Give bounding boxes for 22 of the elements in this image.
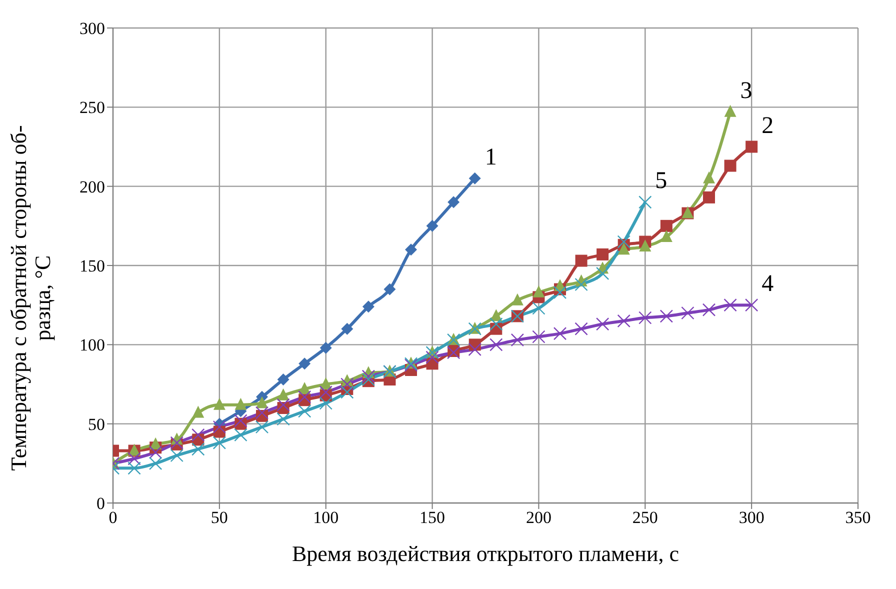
- x-tick-label: 350: [845, 508, 871, 528]
- series-label: 5: [655, 168, 668, 194]
- y-tick-label: 200: [80, 177, 105, 196]
- x-tick-label: 250: [632, 508, 658, 528]
- x-tick-label: 200: [526, 508, 552, 528]
- y-tick-label: 250: [80, 98, 105, 118]
- series-label: 2: [762, 112, 774, 139]
- y-tick-label: 150: [80, 256, 105, 276]
- y-axis-title: Температура с обратной стороны об- разца, °С: [6, 125, 55, 471]
- series-label: 1: [484, 144, 497, 170]
- y-tick-label: 100: [80, 336, 105, 355]
- x-tick-label: 150: [420, 508, 446, 528]
- series-label: 4: [762, 271, 774, 298]
- y-tick-label: 50: [88, 414, 105, 434]
- x-tick-label: 0: [108, 508, 118, 528]
- y-tick-label: 300: [80, 19, 105, 38]
- x-tick-label: 50: [210, 508, 228, 528]
- x-axis-title: Время воздействия открытого пламени, с: [292, 541, 680, 566]
- series-label: 3: [740, 78, 752, 104]
- x-tick-label: 300: [738, 508, 764, 528]
- y-tick-label: 0: [96, 494, 105, 514]
- x-tick-label: 100: [313, 508, 339, 528]
